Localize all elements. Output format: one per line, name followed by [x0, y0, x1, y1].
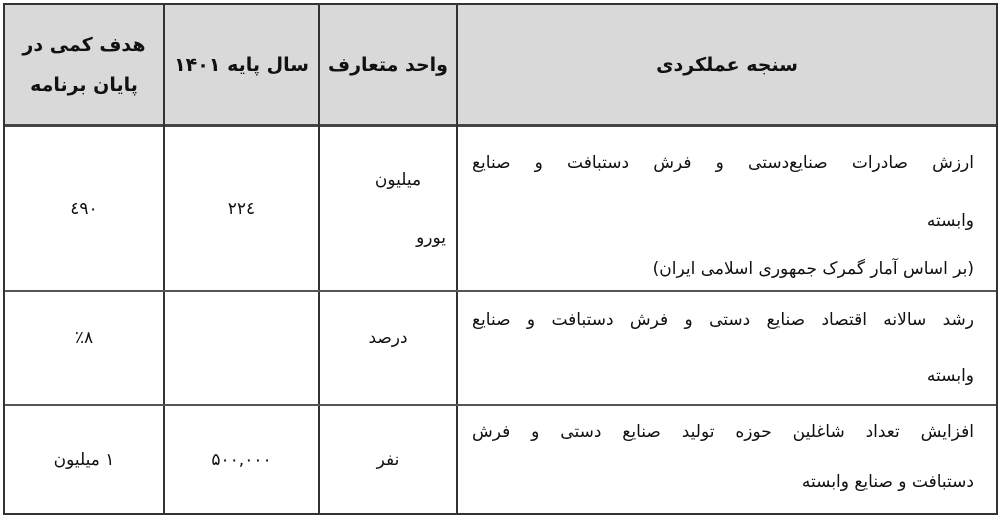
table-row-3-unit: نفر: [376, 449, 400, 470]
metric-text: وابسته: [926, 366, 974, 386]
header-target-line1: هدف کمی در: [22, 33, 146, 56]
row-divider: [5, 404, 996, 406]
header-target-line2: پایان برنامه: [30, 73, 138, 96]
metric-text: وابسته: [926, 211, 974, 231]
unit-text: یورو: [416, 227, 446, 248]
column-divider: [318, 5, 320, 513]
table-row-3-target: ۱ میلیون: [53, 449, 115, 470]
metric-note: (بر اساس آمار گمرک جمهوری اسلامی ایران): [652, 259, 974, 279]
table-row-3-base-year: ۵۰۰,۰۰۰: [211, 449, 272, 470]
unit-text: میلیون: [374, 169, 422, 190]
header-base-year: سال پایه ۱۴۰۱: [174, 53, 309, 76]
metric-text: رشد سالانه اقتصاد صنایع دستی و فرش دستبا…: [472, 310, 974, 330]
column-divider: [163, 5, 165, 513]
metric-text: ارزش صادرات صنایع‌دستی و فرش دستبافت و ص…: [472, 153, 974, 173]
table-row-1-metric: ارزش صادرات صنایع‌دستی و فرش دستبافت و ص…: [458, 127, 996, 290]
header-target: هدف کمی در پایان برنامه: [5, 5, 163, 124]
performance-table: سنجه عملکردی واحد متعارف سال پایه ۱۴۰۱ ه…: [3, 3, 998, 515]
table-row-3-metric: افزایش تعداد شاغلین حوزه تولید صنایع دست…: [458, 406, 996, 513]
metric-text: دستبافت و صنایع وابسته: [801, 472, 974, 492]
metric-text: افزایش تعداد شاغلین حوزه تولید صنایع دست…: [472, 422, 974, 442]
table-row-1-base-year: ۲۲٤: [227, 198, 256, 219]
header-unit: واحد متعارف: [328, 53, 448, 76]
table-row-2-unit: درصد: [368, 328, 408, 348]
table-row-2-base-year: [165, 292, 318, 404]
column-divider: [456, 5, 458, 513]
table-row-1-target: ٤۹۰: [70, 198, 98, 219]
table-header: [5, 5, 996, 127]
row-divider: [5, 290, 996, 292]
header-metric: سنجه عملکردی: [656, 53, 798, 76]
table-row-2-target: ٪۸: [74, 328, 94, 348]
table-row-1-unit: میلیون یورو: [320, 127, 456, 290]
table-row-2-metric: رشد سالانه اقتصاد صنایع دستی و فرش دستبا…: [458, 292, 996, 404]
